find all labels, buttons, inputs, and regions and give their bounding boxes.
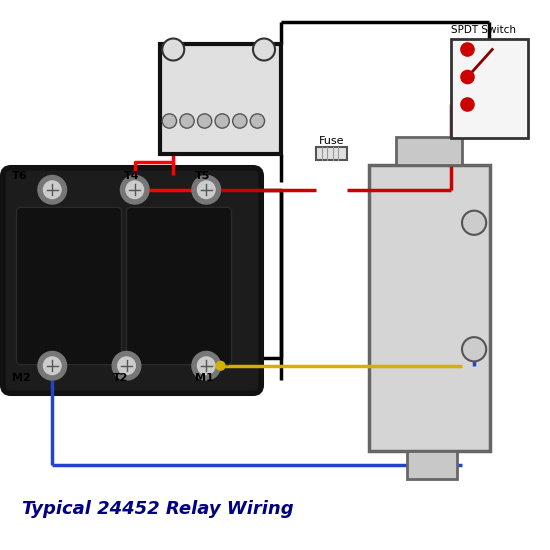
Text: M2: M2 [12,372,31,383]
Circle shape [233,114,247,128]
Circle shape [253,39,275,60]
Circle shape [197,114,212,128]
Circle shape [43,357,61,375]
Circle shape [462,337,486,361]
Circle shape [215,114,229,128]
Text: SPDT Switch: SPDT Switch [451,25,516,35]
FancyBboxPatch shape [126,207,232,365]
Circle shape [461,70,474,84]
Circle shape [197,357,215,375]
Bar [316,147,346,160]
Bar [407,451,456,478]
Circle shape [192,175,221,204]
Text: T6: T6 [12,170,28,181]
Text: T4: T4 [124,170,139,181]
Circle shape [461,98,474,111]
Circle shape [112,351,141,380]
Text: Typical 24452 Relay Wiring: Typical 24452 Relay Wiring [22,500,294,518]
Circle shape [192,351,221,380]
Circle shape [197,181,215,199]
Circle shape [43,181,61,199]
Circle shape [216,361,225,370]
Text: Fuse: Fuse [319,136,344,146]
FancyBboxPatch shape [16,207,122,365]
Circle shape [126,181,144,199]
Bar [160,44,280,154]
Circle shape [162,39,184,60]
Bar [368,165,490,451]
Circle shape [38,175,67,204]
Circle shape [462,211,486,235]
Circle shape [118,357,135,375]
Circle shape [180,114,194,128]
Circle shape [120,175,149,204]
Text: T5: T5 [195,170,211,181]
FancyBboxPatch shape [3,168,261,393]
Circle shape [461,43,474,56]
Circle shape [162,114,177,128]
Text: M1: M1 [195,372,214,383]
Bar [396,138,462,165]
Bar [451,39,528,138]
Text: T2: T2 [113,372,128,383]
Circle shape [38,351,67,380]
Circle shape [250,114,265,128]
